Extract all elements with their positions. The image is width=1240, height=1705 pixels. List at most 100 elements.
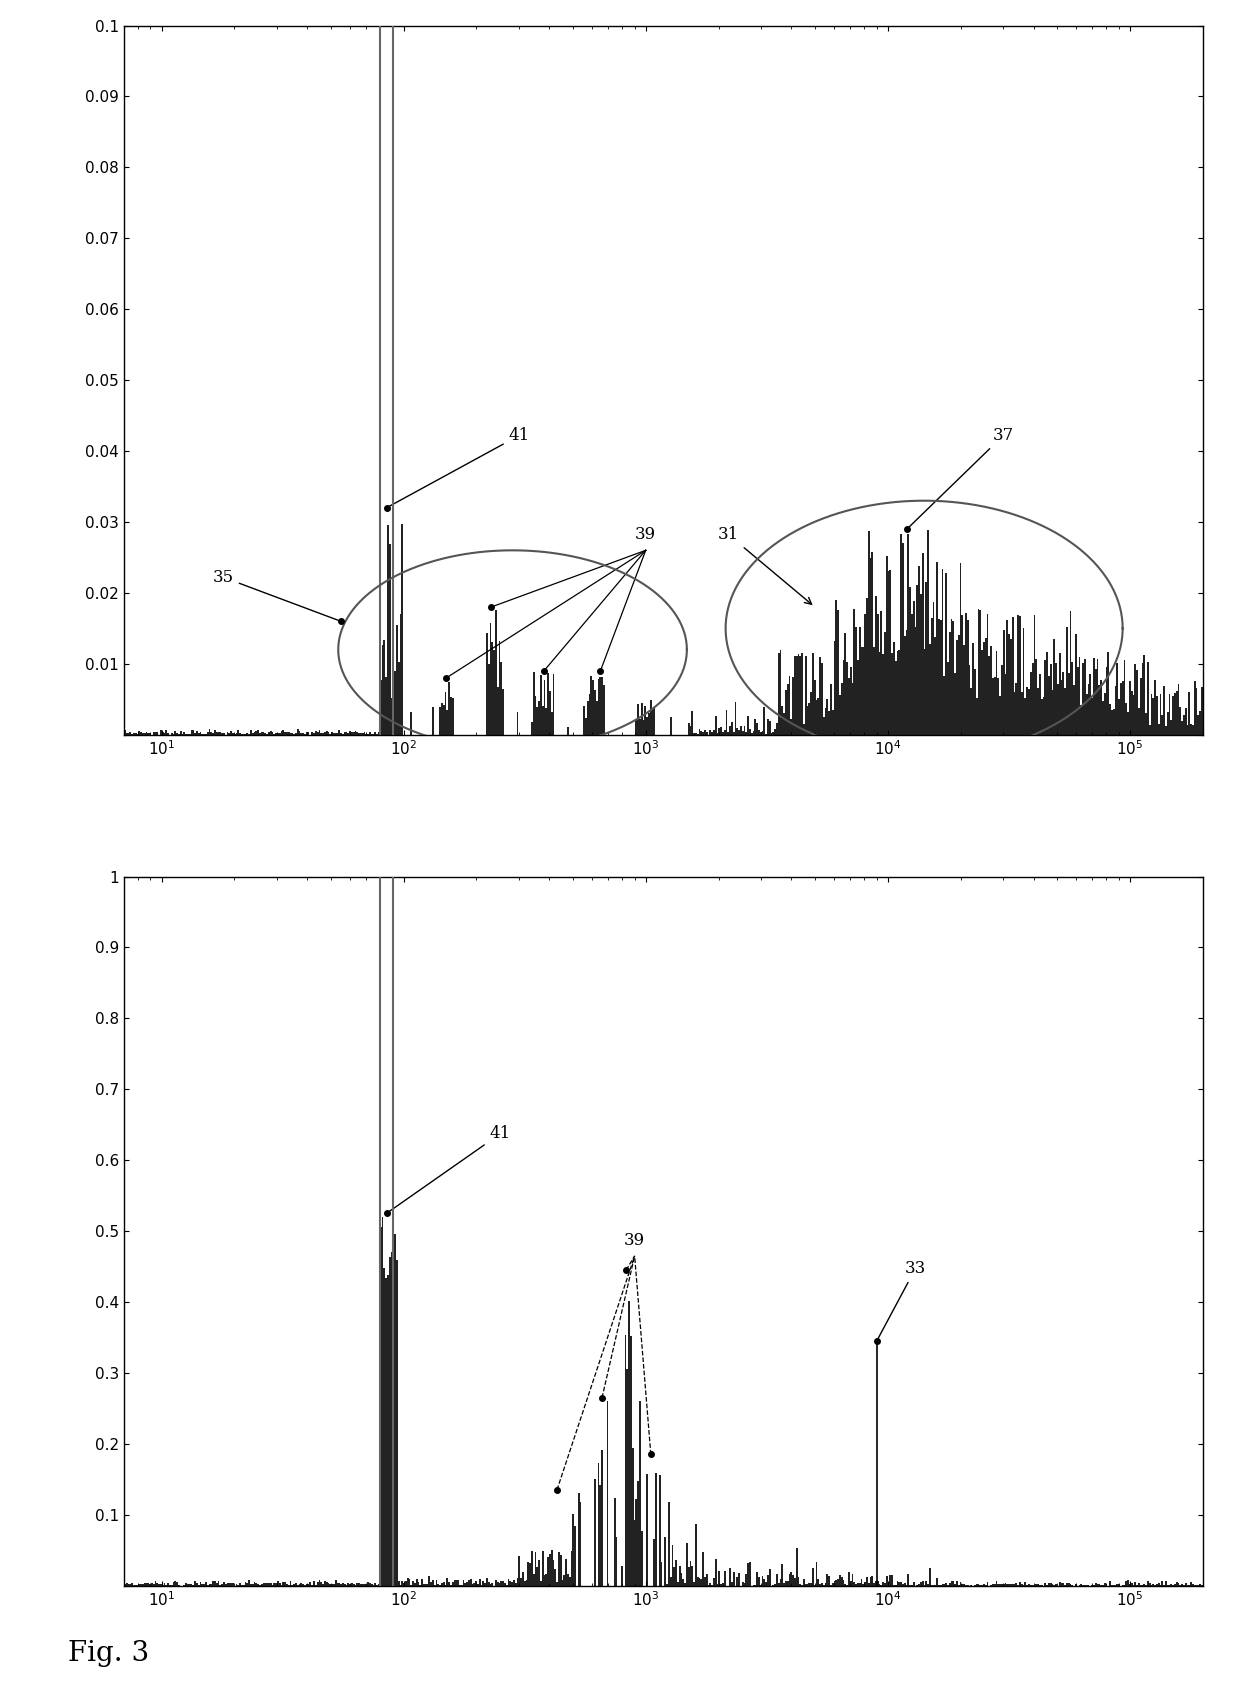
Bar bbox=[299, 731, 300, 735]
Bar bbox=[578, 1494, 579, 1586]
Bar bbox=[1039, 673, 1040, 735]
Bar bbox=[495, 1581, 497, 1586]
Bar bbox=[1135, 665, 1136, 735]
Text: 35: 35 bbox=[213, 569, 339, 621]
Bar bbox=[352, 731, 355, 735]
Bar bbox=[415, 1579, 418, 1586]
Bar bbox=[919, 566, 920, 735]
Bar bbox=[694, 1524, 697, 1586]
Bar bbox=[888, 571, 889, 735]
Bar bbox=[720, 1584, 722, 1586]
Bar bbox=[164, 1584, 165, 1586]
Bar bbox=[972, 643, 975, 735]
Bar bbox=[853, 609, 856, 735]
Bar bbox=[728, 731, 729, 735]
Bar bbox=[1100, 680, 1102, 735]
Bar bbox=[495, 610, 497, 735]
Bar bbox=[327, 731, 330, 735]
Bar bbox=[645, 706, 646, 735]
Bar bbox=[392, 1277, 394, 1586]
Bar bbox=[862, 646, 864, 735]
Bar bbox=[541, 675, 542, 735]
Bar bbox=[379, 680, 382, 735]
Bar bbox=[215, 730, 216, 735]
Bar bbox=[601, 1451, 603, 1586]
Bar bbox=[594, 691, 596, 735]
Bar bbox=[267, 1584, 268, 1586]
Bar bbox=[904, 1584, 905, 1586]
Bar bbox=[758, 1577, 760, 1586]
Bar bbox=[905, 629, 908, 735]
Bar bbox=[637, 704, 639, 735]
Bar bbox=[852, 684, 853, 735]
Bar bbox=[386, 1277, 387, 1586]
Bar bbox=[448, 1582, 450, 1586]
Bar bbox=[945, 1582, 947, 1586]
Bar bbox=[1135, 1582, 1136, 1586]
Bar bbox=[228, 733, 231, 735]
Bar bbox=[866, 598, 868, 735]
Bar bbox=[332, 1584, 335, 1586]
Bar bbox=[713, 730, 714, 735]
Bar bbox=[991, 646, 992, 735]
Bar bbox=[750, 733, 753, 735]
Bar bbox=[1019, 1582, 1021, 1586]
Bar bbox=[975, 670, 976, 735]
Bar bbox=[593, 680, 594, 735]
Bar bbox=[346, 733, 347, 735]
Bar bbox=[432, 706, 434, 735]
Bar bbox=[961, 616, 963, 735]
Bar bbox=[1096, 1584, 1099, 1586]
Bar bbox=[455, 1581, 458, 1586]
Bar bbox=[231, 1582, 232, 1586]
Bar bbox=[756, 1572, 758, 1586]
Bar bbox=[236, 733, 237, 735]
Bar bbox=[879, 651, 880, 735]
Bar bbox=[284, 1582, 286, 1586]
Bar bbox=[598, 1463, 599, 1586]
Bar bbox=[999, 696, 1001, 735]
Bar bbox=[254, 733, 255, 735]
Bar bbox=[286, 731, 288, 735]
Bar bbox=[749, 730, 750, 735]
Bar bbox=[603, 685, 605, 735]
Bar bbox=[223, 1582, 224, 1586]
Bar bbox=[1120, 684, 1122, 735]
Text: 37: 37 bbox=[909, 426, 1014, 527]
Bar bbox=[614, 1499, 616, 1586]
Bar bbox=[738, 730, 740, 735]
Bar bbox=[756, 723, 758, 735]
Bar bbox=[228, 1584, 231, 1586]
Bar bbox=[837, 610, 839, 735]
Bar bbox=[839, 1575, 841, 1586]
Bar bbox=[1188, 692, 1190, 735]
Bar bbox=[339, 1582, 340, 1586]
Bar bbox=[790, 720, 792, 735]
Bar bbox=[272, 731, 274, 735]
Bar bbox=[1178, 1584, 1179, 1586]
Bar bbox=[704, 730, 706, 735]
Bar bbox=[543, 1575, 546, 1586]
Bar bbox=[563, 1574, 565, 1586]
Bar bbox=[1004, 1582, 1007, 1586]
Bar bbox=[324, 1581, 326, 1586]
Bar bbox=[296, 730, 299, 735]
Bar bbox=[1073, 685, 1075, 735]
Bar bbox=[1104, 1584, 1106, 1586]
Bar bbox=[653, 706, 655, 735]
Bar bbox=[218, 1581, 219, 1586]
Bar bbox=[1116, 663, 1118, 735]
Bar bbox=[849, 667, 852, 735]
Bar bbox=[776, 1574, 777, 1586]
Bar bbox=[1070, 1584, 1071, 1586]
Bar bbox=[159, 1584, 160, 1586]
Bar bbox=[1050, 1584, 1052, 1586]
Bar bbox=[940, 621, 941, 735]
Bar bbox=[356, 1582, 358, 1586]
Bar bbox=[722, 733, 724, 735]
Bar bbox=[1162, 714, 1163, 735]
Bar bbox=[144, 733, 145, 735]
Bar bbox=[666, 1584, 668, 1586]
Bar bbox=[720, 728, 722, 735]
Bar bbox=[402, 523, 403, 735]
